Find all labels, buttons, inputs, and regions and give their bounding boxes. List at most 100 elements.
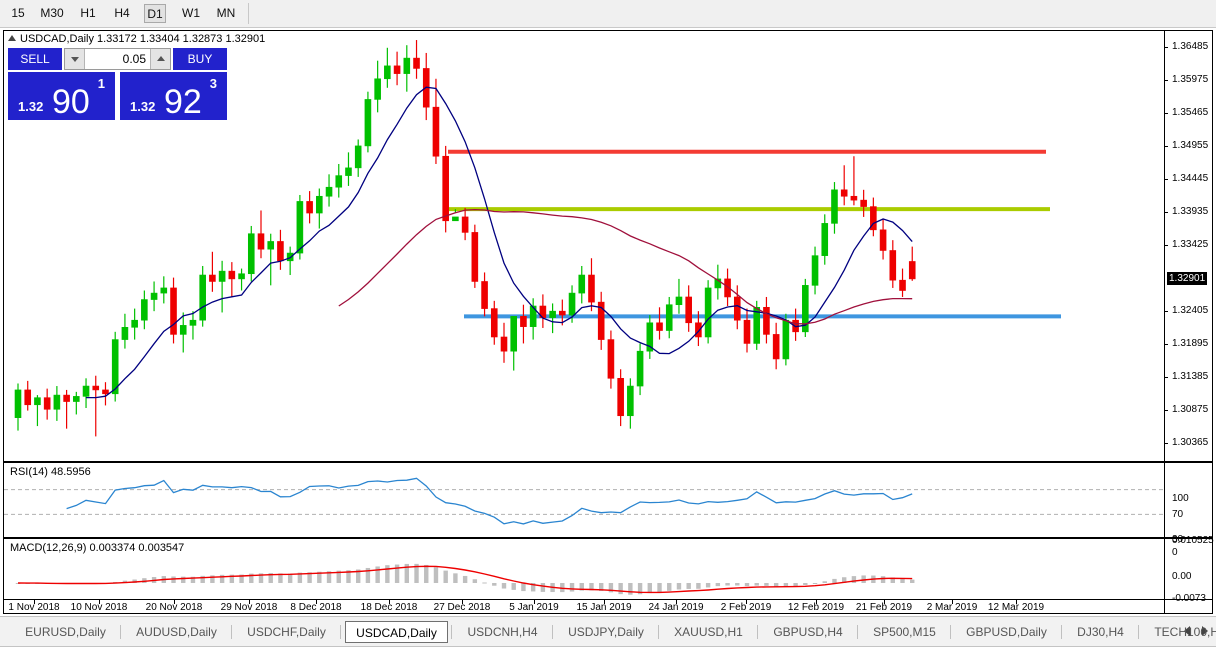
timeframe-15[interactable]: 15	[11, 6, 25, 20]
macd-histogram-bar	[521, 583, 526, 592]
symbol-tab-bar[interactable]: EURUSD,Daily AUDUSD,Daily USDCHF,Daily USDC…	[0, 616, 1216, 647]
symbol-tab-audusd-daily[interactable]: AUDUSD,Daily	[136, 625, 217, 639]
volume-increase-icon[interactable]	[150, 49, 170, 69]
macd-histogram-bar	[890, 577, 895, 583]
buy-price-display[interactable]: 1.32 92 3	[120, 72, 227, 121]
candle-body	[354, 145, 362, 169]
symbol-tab-gbpusd-h4[interactable]: GBPUSD,H4	[773, 625, 843, 639]
candle-body	[471, 232, 479, 282]
date-axis-tick	[389, 600, 390, 604]
rsi-pane[interactable]: RSI(14) 48.5956	[4, 461, 1212, 537]
date-axis-label: 20 Nov 2018	[145, 602, 203, 613]
rsi-chart-svg	[4, 477, 1164, 525]
symbol-tab-xauusd-h1[interactable]: XAUUSD,H1	[674, 625, 743, 639]
chart-window[interactable]: RSI(14) 48.5956 MACD(12,26,9) 0.003374 0…	[3, 30, 1214, 614]
macd-histogram-bar	[618, 583, 623, 595]
price-axis-tick	[1164, 179, 1168, 181]
candle-body	[238, 273, 245, 280]
candle-body	[111, 339, 119, 395]
tab-scroll-right-icon[interactable]	[1202, 626, 1208, 636]
candle-body	[384, 65, 391, 80]
macd-histogram-bar	[268, 573, 273, 583]
tab-divider	[857, 625, 858, 639]
timeframe-mn[interactable]: MN	[216, 6, 236, 20]
timeframe-h1[interactable]: H1	[80, 6, 96, 20]
price-scale-separator	[1164, 31, 1165, 613]
macd-histogram-bar	[715, 583, 721, 587]
macd-histogram-bar	[297, 572, 303, 583]
candle-body	[452, 216, 459, 222]
candle-body	[461, 216, 469, 233]
timeframe-w1[interactable]: W1	[182, 6, 200, 20]
candle-body	[782, 319, 790, 360]
symbol-tab-usdcad-daily[interactable]: USDCAD,Daily	[345, 621, 448, 643]
macd-histogram-bar	[657, 583, 662, 593]
macd-histogram-bar	[219, 574, 225, 583]
candle-body	[763, 306, 770, 335]
macd-histogram-bar	[404, 563, 409, 583]
price-axis-label: 1.31385	[1172, 370, 1209, 382]
price-axis-label: 1.35465	[1172, 107, 1209, 119]
sell-price-display[interactable]: 1.32 90 1	[8, 72, 115, 121]
macd-histogram-bar	[812, 583, 818, 584]
candle-body	[665, 304, 673, 331]
moving-average-slow	[338, 208, 913, 325]
volume-value[interactable]: 0.05	[122, 52, 146, 66]
macd-histogram-bar	[880, 576, 886, 583]
timeframe-d1[interactable]: D1	[144, 4, 166, 23]
buy-button[interactable]: BUY	[173, 48, 227, 70]
price-axis-label: 1.34955	[1172, 140, 1209, 152]
candle-body	[296, 201, 304, 254]
symbol-tab-dj30-h4[interactable]: DJ30,H4	[1077, 625, 1124, 639]
chart-header: USDCAD,Daily 1.33172 1.33404 1.32873 1.3…	[8, 33, 265, 45]
macd-histogram-bar	[696, 583, 701, 589]
price-axis-tick	[1164, 442, 1168, 444]
price-axis-tick	[1164, 212, 1168, 214]
macd-histogram-bar	[142, 578, 147, 583]
macd-histogram-bar	[326, 571, 332, 583]
candle-body	[743, 319, 751, 344]
symbol-tab-usdcnh-h4[interactable]: USDCNH,H4	[467, 625, 538, 639]
macd-chart-svg	[15, 563, 915, 595]
symbol-tab-gbpusd-daily[interactable]: GBPUSD,Daily	[966, 625, 1047, 639]
price-axis-label: 1.35975	[1172, 74, 1209, 86]
sell-button[interactable]: SELL	[8, 48, 62, 70]
macd-histogram-bar	[249, 573, 254, 583]
macd-histogram-bar	[822, 581, 827, 583]
sell-price-fraction: 1	[97, 76, 105, 91]
tab-divider	[950, 625, 951, 639]
date-axis-label: 1 Nov 2018	[8, 602, 60, 613]
volume-decrease-icon[interactable]	[65, 49, 85, 69]
tab-scroll-left-icon[interactable]	[1184, 626, 1190, 636]
volume-stepper[interactable]: 0.05	[64, 48, 171, 70]
timeframe-h4[interactable]: H4	[114, 6, 130, 20]
price-pane[interactable]	[4, 31, 1212, 459]
macd-histogram-bar	[910, 579, 915, 583]
macd-histogram-bar	[530, 583, 536, 592]
symbol-tab-usdchf-daily[interactable]: USDCHF,Daily	[247, 625, 326, 639]
macd-histogram-bar	[686, 583, 691, 589]
date-axis: 1 Nov 2018 10 Nov 2018 20 Nov 2018 29 Nov 2…	[4, 599, 1212, 613]
macd-histogram-bar	[803, 583, 808, 585]
macd-histogram-bar	[705, 583, 711, 588]
macd-histogram-bar	[560, 583, 565, 593]
date-axis-tick	[746, 600, 747, 604]
candle-body	[559, 310, 566, 316]
collapse-triangle-icon[interactable]	[8, 35, 16, 41]
tab-divider	[658, 625, 659, 639]
timeframe-m30[interactable]: M30	[40, 6, 64, 20]
symbol-tab-eurusd-daily[interactable]: EURUSD,Daily	[25, 625, 106, 639]
one-click-trading-panel[interactable]: SELL BUY 0.05 1.32 90 1 1.32 92 3	[8, 48, 227, 121]
price-chart-svg	[14, 40, 1061, 437]
macd-pane[interactable]: MACD(12,26,9) 0.003374 0.003547	[4, 537, 1212, 599]
macd-histogram-bar	[599, 583, 604, 592]
symbol-tab-sp500-m15[interactable]: SP500,M15	[873, 625, 936, 639]
symbol-tab-tech100-h1[interactable]: TECH100,H1	[1154, 625, 1216, 639]
price-axis-label: 1.33425	[1172, 239, 1209, 250]
symbol-tab-usdjpy-daily[interactable]: USDJPY,Daily	[568, 625, 644, 639]
macd-histogram-bar	[229, 574, 235, 583]
price-axis-label: 1.32405	[1172, 304, 1209, 316]
price-axis-tick	[1164, 343, 1168, 345]
sell-price-big: 90	[52, 83, 90, 121]
tab-divider	[757, 625, 758, 639]
